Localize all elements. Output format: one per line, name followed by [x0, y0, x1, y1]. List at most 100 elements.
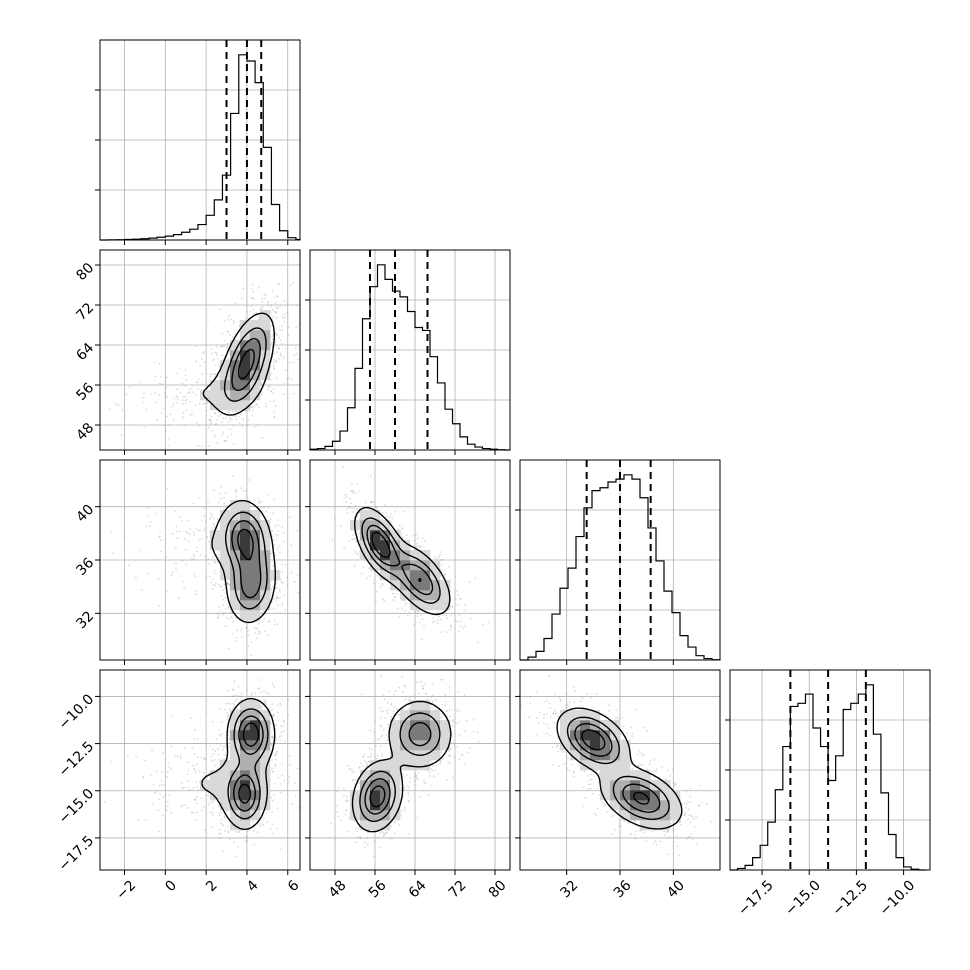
- sample-point: [280, 731, 283, 734]
- sample-point: [192, 553, 195, 556]
- sample-point: [275, 306, 278, 309]
- sample-point: [369, 575, 371, 578]
- sample-point: [208, 426, 210, 429]
- sample-point: [248, 410, 251, 413]
- sample-point: [260, 393, 263, 396]
- sample-point: [196, 786, 199, 788]
- sample-point: [164, 393, 167, 396]
- sample-point: [175, 568, 177, 571]
- sample-point: [201, 445, 203, 448]
- sample-point: [167, 805, 169, 808]
- sample-point: [174, 510, 177, 512]
- sample-point: [350, 502, 352, 504]
- sample-point: [358, 490, 361, 493]
- sample-point: [282, 532, 285, 535]
- sample-point: [259, 308, 262, 310]
- sample-point: [201, 519, 203, 522]
- sample-point: [416, 537, 419, 540]
- sample-point: [126, 755, 129, 758]
- sample-point: [263, 293, 266, 296]
- sample-point: [235, 636, 238, 639]
- sample-point: [280, 579, 283, 581]
- sample-point: [271, 682, 274, 685]
- sample-point: [421, 618, 424, 620]
- sample-point: [454, 575, 457, 578]
- sample-point: [215, 352, 218, 354]
- sample-point: [198, 424, 201, 427]
- sample-point: [233, 680, 236, 683]
- sample-point: [277, 347, 280, 350]
- sample-point: [203, 361, 206, 363]
- sample-point: [256, 627, 259, 629]
- sample-point: [171, 571, 174, 574]
- sample-point: [241, 636, 244, 639]
- sample-point: [208, 575, 211, 578]
- sample-point: [187, 780, 190, 783]
- sample-point: [148, 525, 151, 527]
- sample-point: [354, 537, 357, 540]
- sample-point: [191, 557, 193, 560]
- sample-point: [403, 609, 406, 612]
- sample-point: [146, 515, 149, 518]
- sample-point: [184, 538, 187, 541]
- sample-point: [200, 756, 203, 759]
- sample-point: [181, 417, 183, 420]
- sample-point: [281, 329, 284, 332]
- sample-point: [176, 537, 179, 540]
- sample-point: [182, 412, 185, 414]
- sample-point: [449, 628, 452, 631]
- sample-point: [207, 803, 210, 806]
- sample-point: [115, 402, 118, 405]
- sample-point: [392, 599, 395, 602]
- sample-point: [277, 719, 280, 722]
- sample-point: [227, 318, 230, 321]
- sample-point: [158, 604, 160, 607]
- density-cell: [230, 570, 241, 581]
- sample-point: [464, 604, 466, 606]
- sample-point: [214, 584, 217, 587]
- sample-point: [158, 830, 160, 833]
- sample-point: [273, 543, 276, 546]
- sample-point: [221, 613, 224, 616]
- sample-point: [271, 341, 274, 344]
- sample-point: [351, 538, 353, 541]
- sample-point: [257, 286, 260, 289]
- sample-point: [217, 616, 220, 619]
- sample-point: [282, 540, 285, 543]
- density-cell: [240, 390, 251, 401]
- sample-point: [156, 559, 159, 561]
- sample-point: [214, 412, 217, 414]
- sample-point: [282, 393, 285, 396]
- sample-point: [266, 821, 269, 823]
- sample-point: [275, 537, 278, 539]
- sample-point: [208, 419, 211, 421]
- sample-point: [240, 695, 243, 698]
- sample-point: [207, 558, 210, 560]
- sample-point: [147, 572, 150, 575]
- sample-point: [164, 794, 167, 796]
- sample-point: [252, 406, 254, 409]
- sample-point: [276, 549, 279, 551]
- sample-point: [213, 373, 216, 376]
- sample-point: [265, 510, 268, 513]
- sample-point: [158, 382, 161, 385]
- sample-point: [155, 770, 158, 773]
- sample-point: [223, 339, 226, 342]
- sample-point: [258, 823, 261, 826]
- sample-point: [205, 409, 208, 412]
- sample-point: [450, 624, 452, 626]
- sample-point: [404, 604, 406, 607]
- sample-point: [271, 810, 274, 813]
- sample-point: [112, 552, 114, 555]
- sample-point: [202, 772, 205, 774]
- sample-point: [166, 415, 168, 418]
- sample-point: [164, 380, 167, 383]
- sample-point: [437, 610, 440, 613]
- sample-point: [271, 823, 274, 825]
- sample-point: [220, 595, 222, 597]
- sample-point: [439, 551, 442, 553]
- density-cell: [390, 580, 401, 591]
- sample-point: [187, 519, 189, 522]
- sample-point: [125, 393, 128, 396]
- sample-point: [339, 525, 342, 528]
